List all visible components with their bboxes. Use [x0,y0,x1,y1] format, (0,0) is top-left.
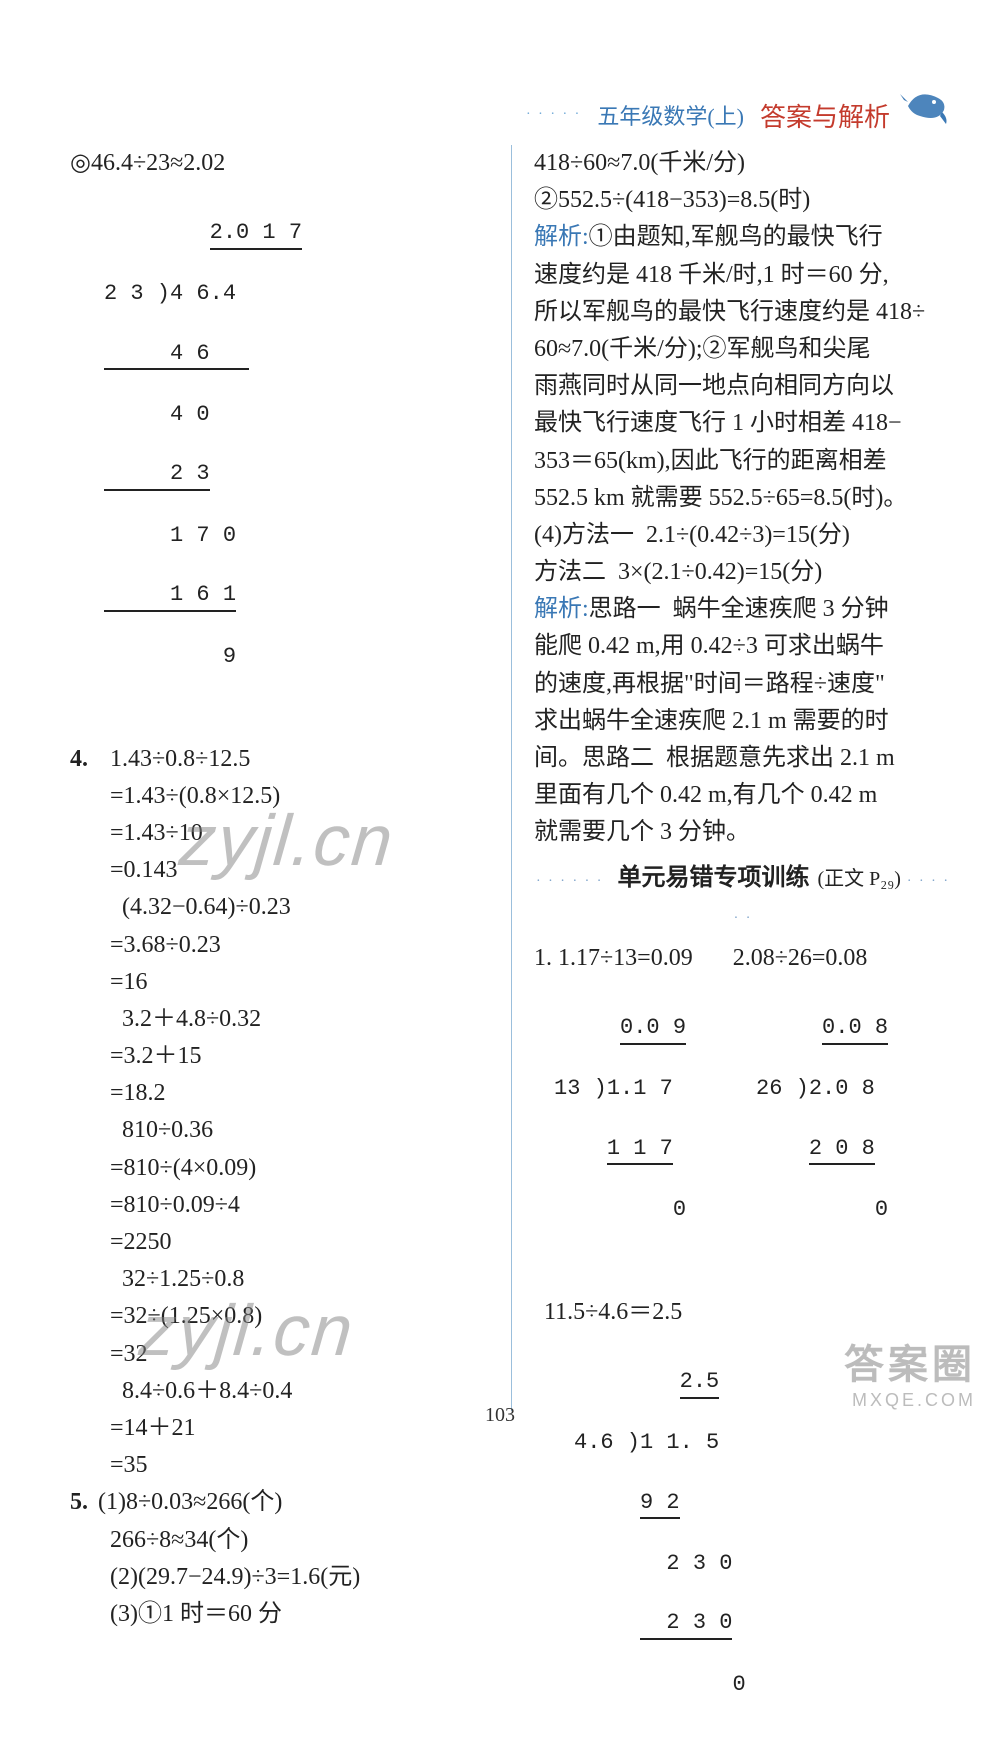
q5b: 266÷8≈34(个) [70,1522,489,1559]
d3-dd: 4.6 [574,1430,614,1455]
d2-q: 0.0 8 [822,1013,888,1045]
right-column: 418÷60≈7.0(千米/分) ②552.5÷(418−353)=8.5(时)… [511,145,952,1411]
analysis-label: 解析: [534,224,589,250]
s1b: 2.08÷26=0.08 [733,940,868,977]
d3-z: 0 [732,1672,745,1697]
q4k: 810÷0.36 [70,1112,489,1149]
r11: (4)方法一 2.1÷(0.42÷3)=15(分) [534,517,952,554]
r8: 最快飞行速度飞行 1 小时相差 418− [534,405,952,442]
ld1-divisor: 2 3 [104,281,144,306]
corner-logo: 答案圈 MXQE.COM [844,1332,976,1411]
q4g: =16 [70,964,489,1001]
r5: 所以军舰鸟的最快飞行速度约是 418÷ [534,294,952,331]
r7: 雨燕同时从同一地点向相同方向以 [534,368,952,405]
ld1-r5: 1 6 1 [104,580,236,612]
long-division-3: 0.0 8 26 )2.0 8 2 0 8 0 [756,983,888,1284]
d2-z: 0 [875,1197,888,1222]
section-name: 单元易错专项训练 [617,865,809,891]
q4l: =810÷(4×0.09) [70,1150,489,1187]
corner-logo-sub: MXQE.COM [844,1390,976,1411]
r16: 求出蜗牛全速疾爬 2.1 m 需要的时 [534,703,952,740]
d3-q: 2.5 [680,1367,720,1399]
long-division-1: 2.0 1 7 2 3 )4 6.4 4 6 4 0 2 3 1 7 0 1 6… [104,188,489,730]
q4d: =0.143 [70,852,489,889]
d3-b: 2 3 0 [666,1551,732,1576]
dots-left: · · · · · · [536,874,603,889]
d1-dv: 1.1 7 [607,1076,673,1101]
r14: 能爬 0.42 m,用 0.42÷3 可求出蜗牛 [534,628,952,665]
header-dots: · · · · · [526,107,581,123]
q4o: 32÷1.25÷0.8 [70,1261,489,1298]
d3-a: 9 2 [640,1488,680,1520]
q4b: =1.43÷(0.8×12.5) [70,778,489,815]
r19: 就需要几个 3 分钟。 [534,814,952,851]
q4p: =32÷(1.25×0.8) [70,1298,489,1335]
s2: 11.5÷4.6＝2.5 [544,1294,952,1331]
d2-a: 2 0 8 [809,1134,875,1166]
r18: 里面有几个 0.42 m,有几个 0.42 m [534,777,952,814]
d1-a: 1 1 7 [607,1134,673,1166]
ld1-dividend: 4 6.4 [170,281,236,306]
problem-1: 1. 1.17÷13=0.09 2.08÷26=0.08 [534,940,952,977]
r3: 解析:①由题知,军舰鸟的最快飞行 [534,219,952,256]
content: ◎46.4÷23≈2.02 2.0 1 7 2 3 )4 6.4 4 6 4 0… [70,145,952,1411]
r1: 418÷60≈7.0(千米/分) [534,145,952,182]
d1-z: 0 [673,1197,686,1222]
ld1-r2: 4 0 [104,400,489,430]
left-line: ◎46.4÷23≈2.02 [70,145,489,182]
q5-num: 5.(1)8÷0.03≈266(个) [70,1484,489,1521]
division-pair: 0.0 9 13 )1.1 7 1 1 7 0 0.0 8 26 )2.0 8 … [544,977,952,1294]
ld1-r4: 1 7 0 [104,521,489,551]
r13: 解析:思路一 蜗牛全速疾爬 3 分钟 [534,591,952,628]
ld1-r6: 9 [104,642,489,672]
r10: 552.5 km 就需要 552.5÷65=8.5(时)。 [534,480,952,517]
d2-dd: 26 [756,1076,782,1101]
q4-num: 4. 1.43÷0.8÷12.5 [70,741,489,778]
page-header: · · · · · 五年级数学(上) 答案与解析 [450,95,960,135]
q4c: =1.43÷10 [70,815,489,852]
q5c: (2)(29.7−24.9)÷3=1.6(元) [70,1559,489,1596]
q4q: =32 [70,1336,489,1373]
r2: ②552.5÷(418−353)=8.5(时) [534,182,952,219]
q4t: =35 [70,1447,489,1484]
corner-logo-main: 答案圈 [844,1332,976,1390]
q4i: =3.2＋15 [70,1038,489,1075]
ld1-r3: 2 3 [104,459,210,491]
section-sub: (正文 P₂₉) [817,868,900,890]
q4f: =3.68÷0.23 [70,927,489,964]
left-column: ◎46.4÷23≈2.02 2.0 1 7 2 3 )4 6.4 4 6 4 0… [70,145,511,1411]
d2-dv: 2.0 8 [809,1076,875,1101]
r9: 353＝65(km),因此飞行的距离相差 [534,443,952,480]
q4e: (4.32−0.64)÷0.23 [70,889,489,926]
ld1-quot: 2.0 1 7 [210,218,302,250]
d1-dd: 13 [554,1076,580,1101]
analysis-label-2: 解析: [534,596,589,622]
header-title: 答案与解析 [760,97,890,134]
q4j: =18.2 [70,1075,489,1112]
q5d: (3)①1 时＝60 分 [70,1596,489,1633]
r12: 方法二 3×(2.1÷0.42)=15(分) [534,554,952,591]
d3-c: 2 3 0 [666,1610,732,1635]
long-division-2: 0.0 9 13 )1.1 7 1 1 7 0 [554,983,686,1284]
s1a: 1. 1.17÷13=0.09 [534,940,693,977]
header-subject: 五年级数学(上) [597,99,744,131]
ld1-r1: 4 6 [157,341,210,366]
q4h: 3.2＋4.8÷0.32 [70,1001,489,1038]
r15: 的速度,再根据"时间＝路程÷速度" [534,666,952,703]
r6: 60≈7.0(千米/分);②军舰鸟和尖尾 [534,331,952,368]
d3-dv: 1 1. 5 [640,1430,719,1455]
d1-q: 0.0 9 [620,1013,686,1045]
page: · · · · · 五年级数学(上) 答案与解析 ◎46.4÷23≈2.02 2… [0,0,1000,1451]
q4n: =2250 [70,1224,489,1261]
r17: 间。思路二 根据题意先求出 2.1 m [534,740,952,777]
section-title: · · · · · · 单元易错专项训练(正文 P₂₉) · · · · · · [534,860,952,934]
q4m: =810÷0.09÷4 [70,1187,489,1224]
r4: 速度约是 418 千米/时,1 时＝60 分, [534,257,952,294]
